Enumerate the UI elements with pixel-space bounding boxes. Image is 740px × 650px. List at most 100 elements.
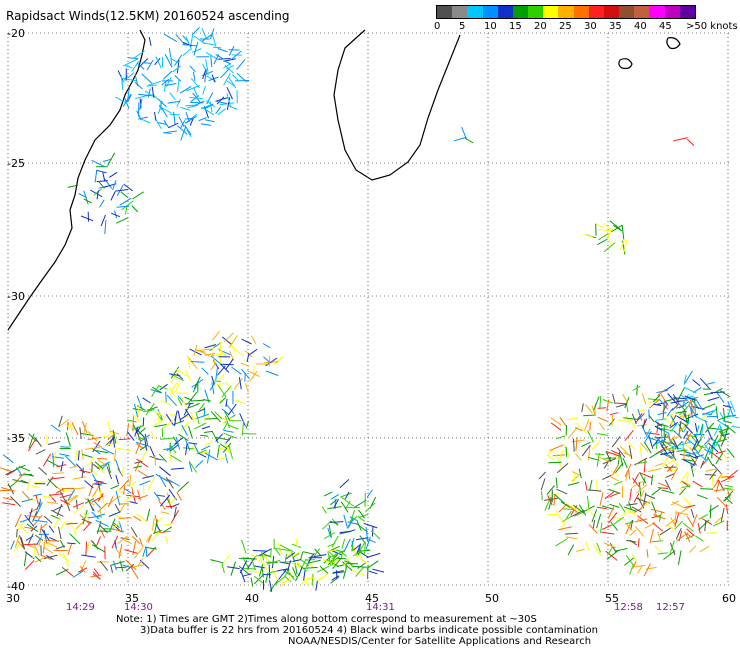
wind-barb [679, 471, 689, 484]
wind-barb [191, 48, 202, 53]
wind-barb [146, 84, 157, 87]
wind-barb [302, 566, 318, 569]
wind-barb [182, 48, 191, 56]
wind-barb [689, 545, 697, 553]
wind-barb [82, 510, 88, 525]
wind-barb [727, 469, 739, 479]
wind-barb [154, 455, 156, 466]
wind-barb [134, 461, 143, 464]
wind-barb [287, 548, 293, 557]
wind-barb [625, 521, 635, 525]
wind-barb [703, 446, 711, 461]
wind-barb [688, 454, 697, 459]
wind-barb [202, 42, 215, 46]
wind-barb [202, 63, 209, 76]
wind-barb [85, 446, 100, 450]
wind-barb [204, 353, 215, 356]
wind-barb [122, 93, 132, 107]
wind-barb [700, 488, 714, 490]
wind-barb [83, 198, 92, 204]
wind-barb [142, 482, 145, 495]
wind-barb [645, 428, 651, 438]
wind-barb [709, 504, 712, 519]
wind-barb [172, 65, 181, 73]
wind-barb [343, 514, 349, 529]
wind-barb [144, 433, 149, 446]
wind-barb [98, 199, 105, 208]
wind-barb [711, 434, 719, 449]
wind-barb [146, 508, 151, 522]
wind-barb [224, 411, 231, 422]
legend-swatch [588, 6, 604, 18]
wind-barb [671, 403, 679, 411]
wind-barb [115, 189, 129, 192]
wind-barb [674, 512, 680, 527]
wind-barb [28, 533, 34, 544]
wind-barb [85, 541, 88, 556]
wind-barb [223, 72, 231, 86]
wind-barb [147, 406, 158, 411]
wind-barb [169, 443, 177, 454]
wind-barb [314, 548, 322, 557]
wind-barb [681, 399, 688, 409]
wind-barb [169, 113, 180, 116]
wind-barb [211, 342, 215, 352]
wind-barb [696, 444, 705, 449]
note-line: 3)Data buffer is 22 hrs from 20160524 4)… [140, 625, 598, 636]
wind-barb [372, 568, 385, 573]
wind-barb [201, 367, 209, 375]
wind-barb [596, 513, 602, 529]
wind-barb [583, 419, 590, 432]
wind-barb [598, 233, 609, 241]
wind-barb [110, 564, 113, 573]
wind-barb [609, 220, 621, 230]
wind-barb [137, 402, 140, 416]
wind-barb [96, 458, 108, 460]
wind-barb [151, 518, 155, 531]
wind-barb [210, 410, 221, 423]
wind-barb [154, 514, 159, 526]
time-label: 14:31 [366, 602, 395, 613]
wind-barb [714, 515, 724, 524]
wind-barb [155, 473, 169, 482]
wind-barb [685, 534, 695, 540]
wind-barb [666, 407, 674, 417]
wind-barb [676, 415, 688, 423]
lon-label: 40 [245, 592, 259, 605]
wind-barb [209, 101, 213, 113]
wind-barb [34, 557, 45, 563]
wind-barb [227, 104, 238, 110]
wind-barb [27, 515, 41, 518]
wind-barb [87, 498, 94, 512]
wind-barb [644, 442, 652, 454]
wind-barb [224, 415, 230, 429]
wind-barb [41, 555, 52, 560]
wind-barb [291, 543, 302, 548]
wind-barb [103, 434, 115, 438]
legend-label: 40 [634, 21, 647, 32]
wind-barb [670, 423, 678, 432]
wind-barb [648, 434, 654, 450]
wind-barb [138, 93, 152, 97]
wind-barb [656, 402, 667, 405]
wind-barb [154, 519, 158, 533]
wind-barb [33, 480, 49, 484]
wind-barb [660, 451, 674, 460]
wind-barb [170, 366, 180, 379]
wind-barb [619, 445, 631, 457]
wind-barb [678, 401, 689, 409]
wind-barb [692, 480, 703, 488]
wind-barb [136, 432, 142, 442]
wind-barb [21, 498, 33, 503]
wind-barb [30, 498, 41, 501]
wind-barb [121, 75, 129, 84]
lon-label: 50 [485, 592, 499, 605]
wind-barb [641, 393, 647, 405]
wind-barb [270, 549, 272, 558]
wind-barb [706, 531, 717, 534]
wind-barb [205, 418, 218, 420]
wind-barb [17, 523, 29, 534]
wind-barb [685, 452, 697, 462]
wind-barb [134, 403, 139, 418]
wind-barb [94, 461, 104, 470]
